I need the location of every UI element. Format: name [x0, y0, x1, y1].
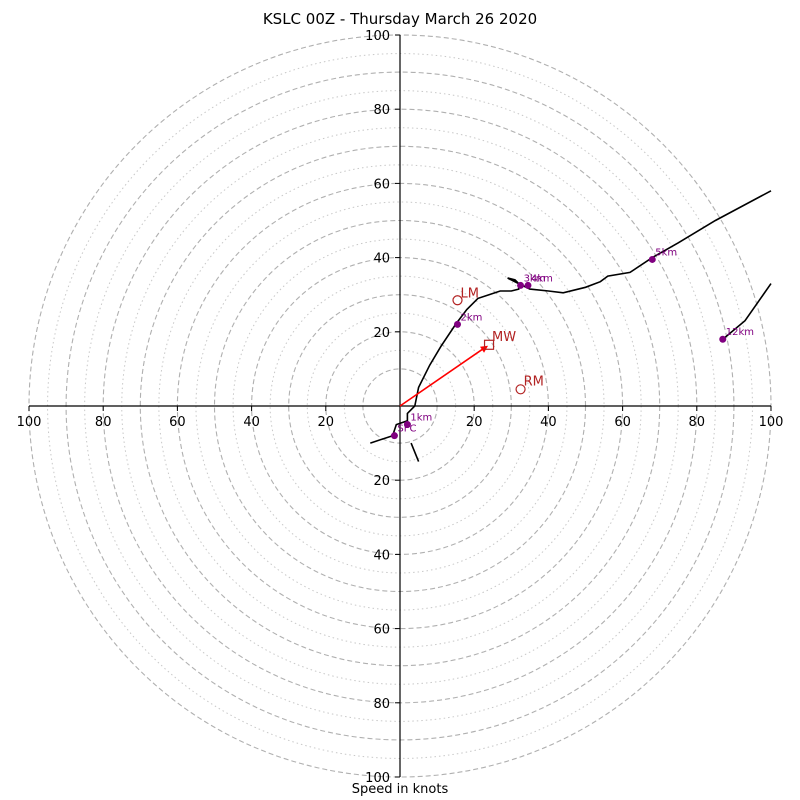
mean-wind-marker — [483, 339, 495, 350]
wind-trace — [370, 190, 772, 462]
x-tick-label: 40 — [243, 415, 260, 430]
height-marker-label: 3km — [524, 273, 546, 284]
x-tick-label: 20 — [318, 415, 335, 430]
height-marker-dot — [648, 255, 656, 263]
left-mover-marker — [452, 295, 463, 306]
right-mover-marker — [515, 384, 526, 395]
height-marker-label: 1km — [410, 413, 432, 424]
height-marker-dot — [517, 281, 525, 289]
x-tick-label: 100 — [17, 415, 42, 430]
mean-wind-label: MW — [492, 330, 516, 345]
hodograph-line-upper — [722, 283, 772, 340]
height-marker-dot — [403, 421, 411, 429]
hodograph-line-segment — [410, 442, 420, 462]
x-tick-label: 60 — [169, 415, 186, 430]
x-tick-label: 20 — [466, 415, 483, 430]
tick-labels: 100 80 60 40 20 20 40 60 80 100 100 80 60 40 20 20 40 60 8… — [17, 29, 784, 786]
x-tick-label: 100 — [759, 415, 784, 430]
height-marker-label: 12km — [726, 327, 754, 338]
x-tick-label: 80 — [689, 415, 706, 430]
y-tick-label: 20 — [373, 326, 390, 341]
y-tick-label: 100 — [365, 771, 390, 786]
height-marker-dot — [719, 335, 727, 343]
height-marker-dot — [454, 320, 462, 328]
x-tick-label: 80 — [95, 415, 112, 430]
y-tick-label: 80 — [373, 103, 390, 118]
chart-title: KSLC 00Z - Thursday March 26 2020 — [262, 10, 538, 28]
x-axis-label: Speed in knots — [351, 782, 449, 797]
height-marker-label: 5km — [655, 247, 677, 258]
mean-wind-vector — [399, 346, 487, 407]
hodograph-line — [370, 190, 772, 444]
height-marker-dot — [524, 281, 532, 289]
y-tick-label: 40 — [373, 548, 390, 563]
y-tick-label: 100 — [365, 29, 390, 44]
x-tick-label: 40 — [540, 415, 557, 430]
height-marker-label: 2km — [461, 312, 483, 323]
y-tick-label: 60 — [373, 623, 390, 638]
height-marker-label: SFC — [397, 424, 416, 435]
height-marker-dot — [390, 432, 398, 440]
left-mover-label: LM — [461, 286, 479, 301]
y-tick-label: 40 — [373, 252, 390, 267]
y-tick-label: 60 — [373, 177, 390, 192]
height-marker-label: 4km — [531, 273, 553, 284]
y-tick-label: 20 — [373, 474, 390, 489]
x-tick-label: 60 — [614, 415, 631, 430]
right-mover-label: RM — [524, 374, 544, 389]
y-tick-label: 80 — [373, 697, 390, 712]
storm-motion: MW LM RM — [399, 286, 544, 407]
